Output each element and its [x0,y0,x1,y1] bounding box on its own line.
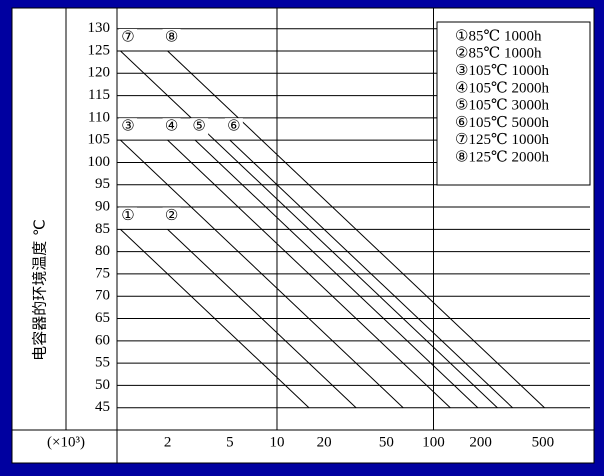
tag-bg [162,207,181,226]
y-tick-label: 100 [88,154,111,170]
legend-entry: ⑤105℃ 3000h [455,98,549,114]
x-tick-label: 10 [269,434,284,450]
line-tag: ⑧ [165,29,178,45]
series-line [120,50,498,409]
y-tick-label: 120 [88,65,111,81]
tag-bg [119,118,137,137]
line-tag: ② [165,208,178,224]
x-tick-label: 200 [469,434,492,450]
y-tick-label: 50 [95,377,110,393]
line-tag: ⑥ [227,119,240,135]
series-line [167,228,357,409]
series-line [167,50,545,409]
y-tick-label: 70 [95,288,110,304]
x-tick-label: 500 [532,434,555,450]
y-tick-label: 45 [95,399,110,415]
x-tick-label: 100 [422,434,445,450]
line-tag: ③ [121,119,134,135]
y-tick-label: 85 [95,221,110,237]
series-line [120,139,404,409]
line-tag: ④ [165,119,178,135]
y-tick-label: 80 [95,243,110,259]
tag-bg [119,207,137,226]
y-tick-label: 60 [95,332,110,348]
series-line [229,139,513,409]
x-tick-label: 20 [317,434,332,450]
series-line [194,139,479,409]
y-tick-label: 105 [88,132,111,148]
y-tick-label: 125 [88,42,111,58]
tag-bg [224,118,243,137]
legend-entry: ⑥105℃ 5000h [455,115,549,131]
tag-bg [162,28,181,47]
tag-bg [119,28,137,47]
x-tick-label: 50 [379,434,394,450]
series-line [120,228,310,409]
line-tag: ⑤ [192,119,205,135]
legend-entry: ⑧125℃ 2000h [455,150,549,166]
x-unit-label: (×10³) [47,434,85,450]
legend-entry: ③105℃ 1000h [455,63,549,79]
tag-bg [162,118,181,137]
line-tag: ① [121,208,134,224]
legend-box [436,21,591,186]
y-tick-label: 115 [88,87,110,103]
series-line [167,139,451,409]
legend-entry: ④105℃ 2000h [455,80,549,96]
y-tick-label: 55 [95,355,110,371]
legend-entry: ②85℃ 1000h [455,46,542,62]
y-tick-label: 75 [95,265,110,281]
y-tick-label: 95 [95,176,110,192]
tag-bg [190,118,209,137]
y-axis-label: 电容器的环境温度 ℃ [31,219,49,361]
y-tick-label: 65 [95,310,110,326]
y-tick-label: 130 [88,20,111,36]
legend-entry: ⑦125℃ 1000h [455,132,549,148]
y-tick-label: 90 [95,198,110,214]
x-tick-label: 5 [226,434,234,450]
line-tag: ⑦ [121,29,134,45]
legend-entry: ①85℃ 1000h [455,28,542,44]
y-tick-label: 110 [88,109,110,125]
x-tick-label: 2 [164,434,172,450]
